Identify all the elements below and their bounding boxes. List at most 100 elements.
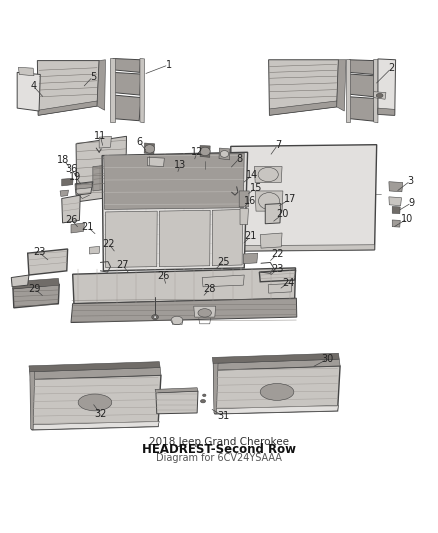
Ellipse shape xyxy=(203,394,206,397)
Polygon shape xyxy=(244,253,258,264)
Polygon shape xyxy=(255,191,283,211)
Ellipse shape xyxy=(201,400,205,403)
Polygon shape xyxy=(110,58,115,122)
Text: 14: 14 xyxy=(246,171,258,180)
Polygon shape xyxy=(75,182,92,189)
Polygon shape xyxy=(144,143,155,154)
Polygon shape xyxy=(18,67,34,76)
Polygon shape xyxy=(71,223,85,233)
Ellipse shape xyxy=(220,151,229,157)
Polygon shape xyxy=(75,182,93,195)
Polygon shape xyxy=(392,206,400,214)
Text: 18: 18 xyxy=(57,155,70,165)
Polygon shape xyxy=(254,166,282,182)
Text: 24: 24 xyxy=(282,278,295,288)
Text: 5: 5 xyxy=(90,71,96,82)
Polygon shape xyxy=(148,157,164,166)
Polygon shape xyxy=(30,368,35,430)
Text: 12: 12 xyxy=(191,147,203,157)
Polygon shape xyxy=(113,72,141,95)
Text: 25: 25 xyxy=(217,256,230,266)
Text: 3: 3 xyxy=(407,176,413,186)
Polygon shape xyxy=(113,59,140,72)
Ellipse shape xyxy=(154,316,156,318)
Text: 7: 7 xyxy=(275,140,281,150)
Polygon shape xyxy=(219,148,230,160)
Ellipse shape xyxy=(78,394,112,411)
Polygon shape xyxy=(113,95,141,120)
Text: 8: 8 xyxy=(236,154,242,164)
Polygon shape xyxy=(212,209,243,266)
Text: 15: 15 xyxy=(250,183,262,193)
Ellipse shape xyxy=(152,314,159,320)
Polygon shape xyxy=(215,406,339,414)
Text: 29: 29 xyxy=(28,284,41,294)
Polygon shape xyxy=(71,298,297,322)
Polygon shape xyxy=(102,152,247,271)
Polygon shape xyxy=(13,284,59,308)
Text: 21: 21 xyxy=(244,231,257,241)
Polygon shape xyxy=(104,153,244,209)
Polygon shape xyxy=(337,60,346,111)
Ellipse shape xyxy=(198,309,212,317)
Polygon shape xyxy=(212,353,339,364)
Polygon shape xyxy=(93,164,121,191)
Polygon shape xyxy=(389,182,403,192)
Text: 23: 23 xyxy=(272,264,284,274)
Text: 19: 19 xyxy=(69,172,81,182)
Polygon shape xyxy=(32,422,159,430)
Polygon shape xyxy=(346,59,350,122)
Polygon shape xyxy=(99,136,111,148)
Text: 31: 31 xyxy=(217,411,230,421)
Polygon shape xyxy=(202,275,244,287)
Polygon shape xyxy=(60,190,68,196)
Polygon shape xyxy=(268,284,292,293)
Polygon shape xyxy=(374,92,386,99)
Ellipse shape xyxy=(258,167,278,182)
Polygon shape xyxy=(106,211,157,268)
Ellipse shape xyxy=(145,144,155,153)
Text: 22: 22 xyxy=(271,249,283,259)
Text: 13: 13 xyxy=(174,160,187,170)
Text: 21: 21 xyxy=(81,222,94,232)
Polygon shape xyxy=(269,101,337,115)
Polygon shape xyxy=(231,144,377,251)
Text: 2: 2 xyxy=(388,63,395,73)
Polygon shape xyxy=(38,101,97,115)
Ellipse shape xyxy=(171,316,183,325)
Polygon shape xyxy=(155,387,198,393)
Polygon shape xyxy=(97,60,106,110)
Polygon shape xyxy=(378,59,396,115)
Polygon shape xyxy=(389,197,402,206)
Ellipse shape xyxy=(376,93,383,98)
Polygon shape xyxy=(378,108,395,115)
Polygon shape xyxy=(62,195,80,223)
Polygon shape xyxy=(260,233,282,248)
Polygon shape xyxy=(350,97,374,121)
Polygon shape xyxy=(268,60,339,115)
Polygon shape xyxy=(89,246,99,254)
Text: 23: 23 xyxy=(33,247,45,257)
Polygon shape xyxy=(37,61,99,115)
Polygon shape xyxy=(12,278,59,289)
Text: 11: 11 xyxy=(94,131,106,141)
Ellipse shape xyxy=(200,147,210,156)
Polygon shape xyxy=(213,359,340,370)
Polygon shape xyxy=(232,245,374,251)
Text: 1: 1 xyxy=(166,60,172,70)
Polygon shape xyxy=(73,268,296,304)
Text: 36: 36 xyxy=(65,164,77,174)
Text: 9: 9 xyxy=(409,198,415,208)
Polygon shape xyxy=(265,204,281,224)
Polygon shape xyxy=(214,366,340,414)
Polygon shape xyxy=(259,270,296,282)
Polygon shape xyxy=(31,375,161,430)
Text: 6: 6 xyxy=(136,137,142,147)
Polygon shape xyxy=(200,146,210,157)
Text: 26: 26 xyxy=(157,271,170,281)
Polygon shape xyxy=(374,59,378,123)
Text: 26: 26 xyxy=(66,215,78,225)
Text: 10: 10 xyxy=(401,214,413,224)
Text: 22: 22 xyxy=(102,239,115,249)
Polygon shape xyxy=(28,249,67,275)
